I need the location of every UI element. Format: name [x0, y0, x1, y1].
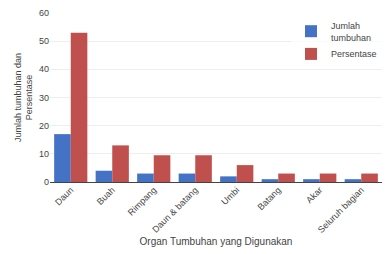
svg-text:Organ Tumbuhan yang Digunakan: Organ Tumbuhan yang Digunakan: [140, 236, 293, 247]
svg-text:60: 60: [39, 8, 49, 18]
svg-text:40: 40: [39, 64, 49, 74]
svg-text:Rimpang: Rimpang: [126, 185, 159, 218]
svg-text:Buah: Buah: [95, 185, 117, 207]
svg-text:Persentase: Persentase: [331, 49, 377, 59]
svg-text:Seluruh bagian: Seluruh bagian: [316, 185, 366, 235]
svg-text:Jumlah tumbuhan danPersentase: Jumlah tumbuhan danPersentase: [13, 53, 35, 142]
svg-text:50: 50: [39, 36, 49, 46]
svg-text:Umbi: Umbi: [219, 185, 241, 207]
svg-text:10: 10: [39, 149, 49, 159]
svg-text:30: 30: [39, 93, 49, 103]
svg-text:20: 20: [39, 121, 49, 131]
svg-text:Daun: Daun: [53, 185, 75, 207]
svg-text:Batang: Batang: [256, 185, 283, 212]
svg-text:Akar: Akar: [304, 185, 324, 205]
svg-text:Daun & batang: Daun & batang: [150, 185, 200, 235]
svg-text:Jumlahtumbuhan: Jumlahtumbuhan: [331, 21, 371, 43]
svg-text:0: 0: [44, 177, 49, 187]
